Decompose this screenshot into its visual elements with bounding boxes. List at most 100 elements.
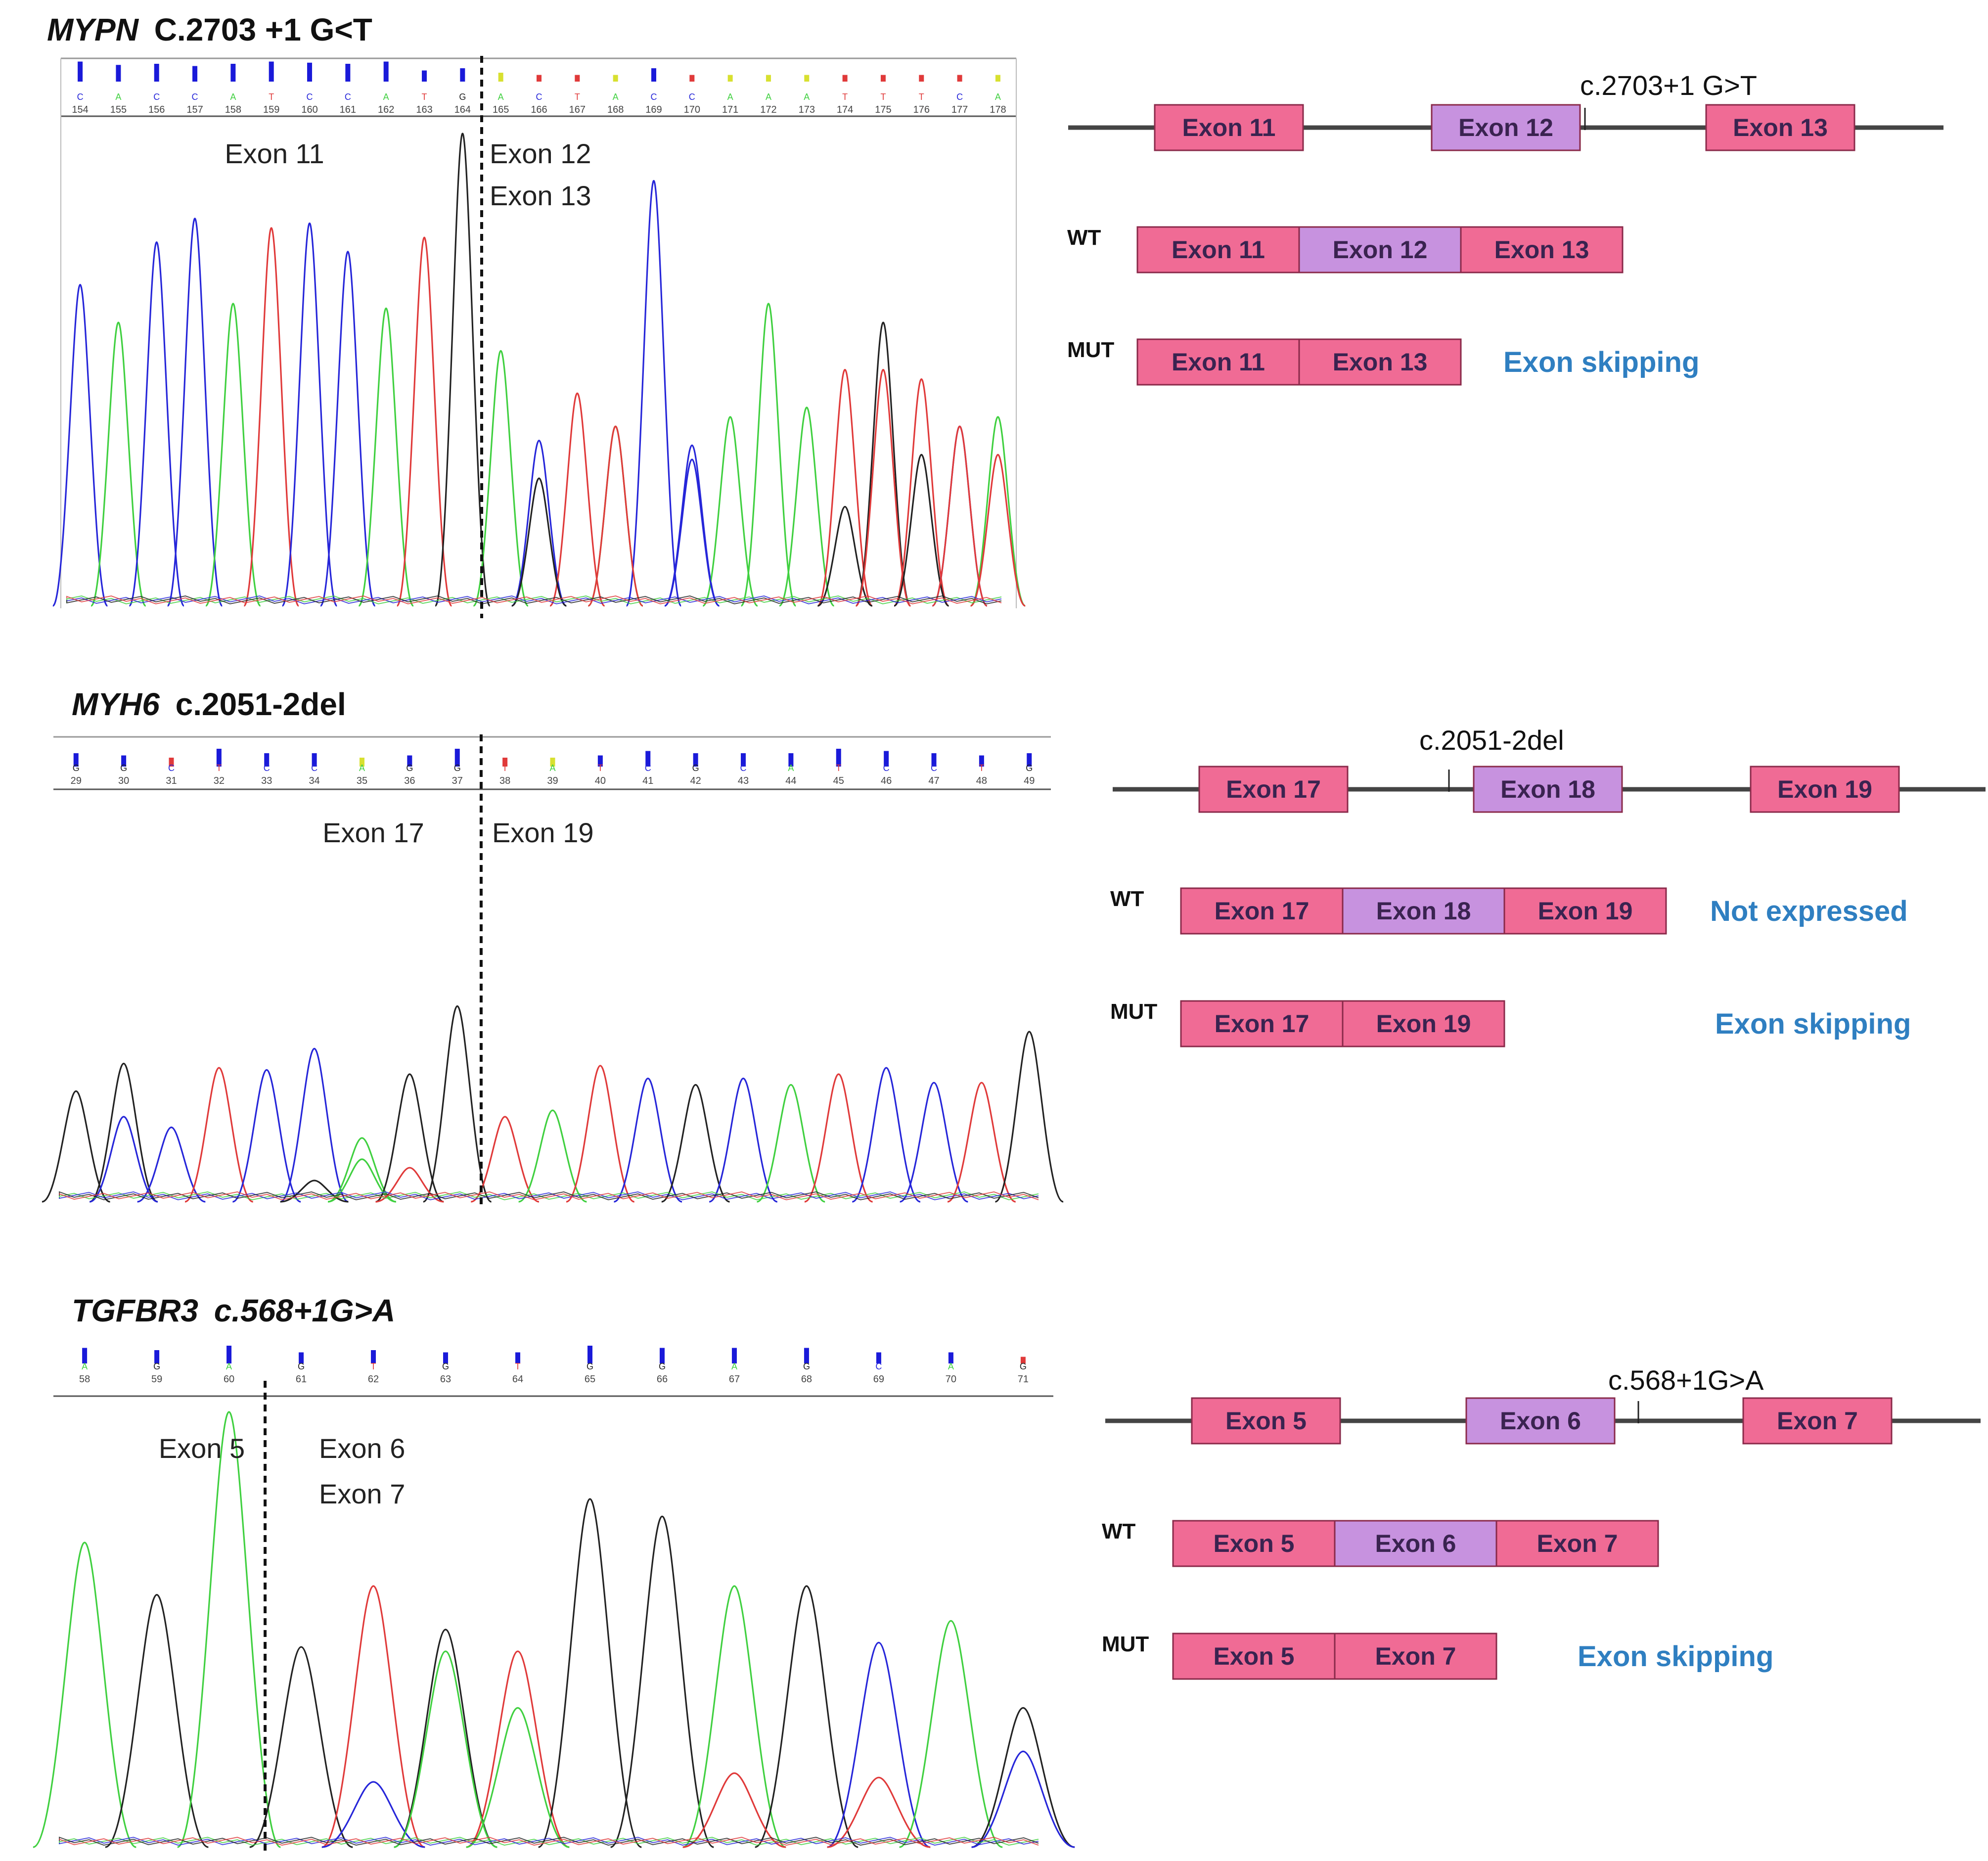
base-position: 36: [404, 775, 415, 786]
exon-label-right: Exon 13: [490, 180, 591, 211]
quality-bar: [836, 749, 841, 767]
panel-title: MYPN C.2703 +1 G<T: [47, 12, 372, 47]
base-position: 60: [224, 1374, 234, 1385]
genomic-exon-label: Exon 11: [1182, 114, 1276, 141]
genomic-exon-label: Exon 7: [1777, 1407, 1858, 1435]
mut-note: Exon skipping: [1715, 1008, 1911, 1040]
trace-minor-peak: [894, 454, 949, 607]
base-call: A: [549, 763, 555, 773]
base-call: A: [383, 92, 389, 102]
wt-row-label: WT: [1110, 887, 1144, 911]
quality-bar: [1020, 1357, 1026, 1363]
genomic-exon-box: [1431, 104, 1581, 151]
trace-peak: [852, 1067, 921, 1203]
trace-peak: [757, 1084, 825, 1203]
mut-exon-box: [1298, 338, 1462, 386]
base-position: 70: [946, 1374, 956, 1385]
base-position: 173: [799, 104, 815, 115]
base-position: 37: [452, 775, 463, 786]
trace-peak: [42, 1090, 111, 1203]
base-position: 159: [263, 104, 279, 115]
base-call: A: [359, 763, 365, 773]
mut-note: Exon skipping: [1578, 1640, 1773, 1673]
base-call: G: [803, 1362, 810, 1371]
trace-baseline: [66, 595, 1002, 605]
trace-minor-peak: [682, 1772, 786, 1848]
wt-exon-label: Exon 5: [1214, 1530, 1295, 1557]
mut-note: Exon skipping: [1503, 346, 1699, 378]
base-call: A: [948, 1362, 954, 1371]
base-call: T: [880, 92, 886, 102]
genomic-exon-box: [1191, 1397, 1341, 1445]
base-call: G: [442, 1362, 449, 1371]
base-call: C: [307, 92, 313, 102]
trace-peak: [358, 307, 414, 607]
trace-peak: [566, 1065, 635, 1203]
quality-bar: [443, 1352, 449, 1363]
quality-bar: [876, 1352, 881, 1363]
trace-peak: [280, 1047, 349, 1203]
wt-exon-box: [1334, 1520, 1497, 1567]
base-call: G: [298, 1362, 305, 1371]
trace-peak: [855, 321, 911, 607]
base-call: A: [995, 92, 1001, 102]
panel-mypn: MYPN C.2703 +1 G<T C 154 A 155 C 156 C 157 A 158 T…: [47, 12, 1943, 618]
trace-peak: [827, 1641, 931, 1848]
trace-baseline: [59, 1191, 1039, 1201]
trace-peak: [518, 1109, 587, 1203]
genomic-exon-label: Exon 5: [1225, 1407, 1307, 1435]
genomic-exon-label: Exon 17: [1226, 775, 1321, 803]
quality-bar: [727, 75, 733, 82]
base-position: 64: [512, 1374, 523, 1385]
gene-name: MYH6: [72, 686, 160, 722]
quality-bar: [78, 61, 83, 82]
trace-baseline: [59, 1836, 1039, 1846]
trace-peak: [899, 1620, 1003, 1848]
trace-peak: [740, 303, 797, 607]
base-call: T: [836, 763, 841, 773]
panel-tgfbr3: TGFBR3 c.568+1G>A A 58 G 59 A 60 G 61 T 62 G 63 T 64 G…: [33, 1293, 1981, 1855]
quality-bar: [804, 75, 810, 82]
base-call: T: [515, 1362, 521, 1371]
genomic-exon-box: [1154, 104, 1304, 151]
base-call: C: [77, 92, 84, 102]
quality-bar: [597, 755, 603, 767]
base-position: 43: [738, 775, 749, 786]
trace-minor-peak: [932, 425, 988, 607]
base-call: C: [264, 763, 270, 773]
wt-exon-label: Exon 11: [1172, 236, 1265, 264]
quality-bar: [345, 64, 351, 82]
trace-peak: [511, 440, 567, 607]
base-call: G: [73, 763, 80, 773]
base-call: G: [120, 763, 127, 773]
base-call: T: [575, 92, 580, 102]
base-position: 156: [148, 104, 165, 115]
base-position: 170: [684, 104, 700, 115]
base-call: A: [613, 92, 619, 102]
mut-row-label: MUT: [1110, 999, 1157, 1024]
trace-peak: [709, 1078, 778, 1203]
trace-peak: [249, 1646, 353, 1848]
base-call: G: [153, 1362, 160, 1371]
quality-bar: [804, 1348, 809, 1363]
quality-bar: [766, 75, 771, 82]
quality-bar: [948, 1352, 953, 1363]
variant-name: C.2703 +1 G<T: [154, 12, 372, 47]
base-call: C: [740, 763, 747, 773]
base-call: C: [875, 1362, 882, 1371]
trace-baseline: [59, 1191, 1039, 1201]
quality-bar: [515, 1352, 521, 1363]
base-position: 154: [72, 104, 88, 115]
trace-peak: [281, 222, 338, 607]
quality-bar: [995, 75, 1000, 82]
quality-bar: [121, 755, 127, 767]
trace-peak: [205, 303, 262, 607]
variant-name: c.2051-2del: [176, 686, 346, 722]
base-call: C: [311, 763, 317, 773]
base-call: G: [406, 763, 413, 773]
quality-bar: [307, 62, 313, 82]
base-position: 48: [976, 775, 987, 786]
base-call: A: [226, 1362, 232, 1371]
base-call: C: [883, 763, 890, 773]
